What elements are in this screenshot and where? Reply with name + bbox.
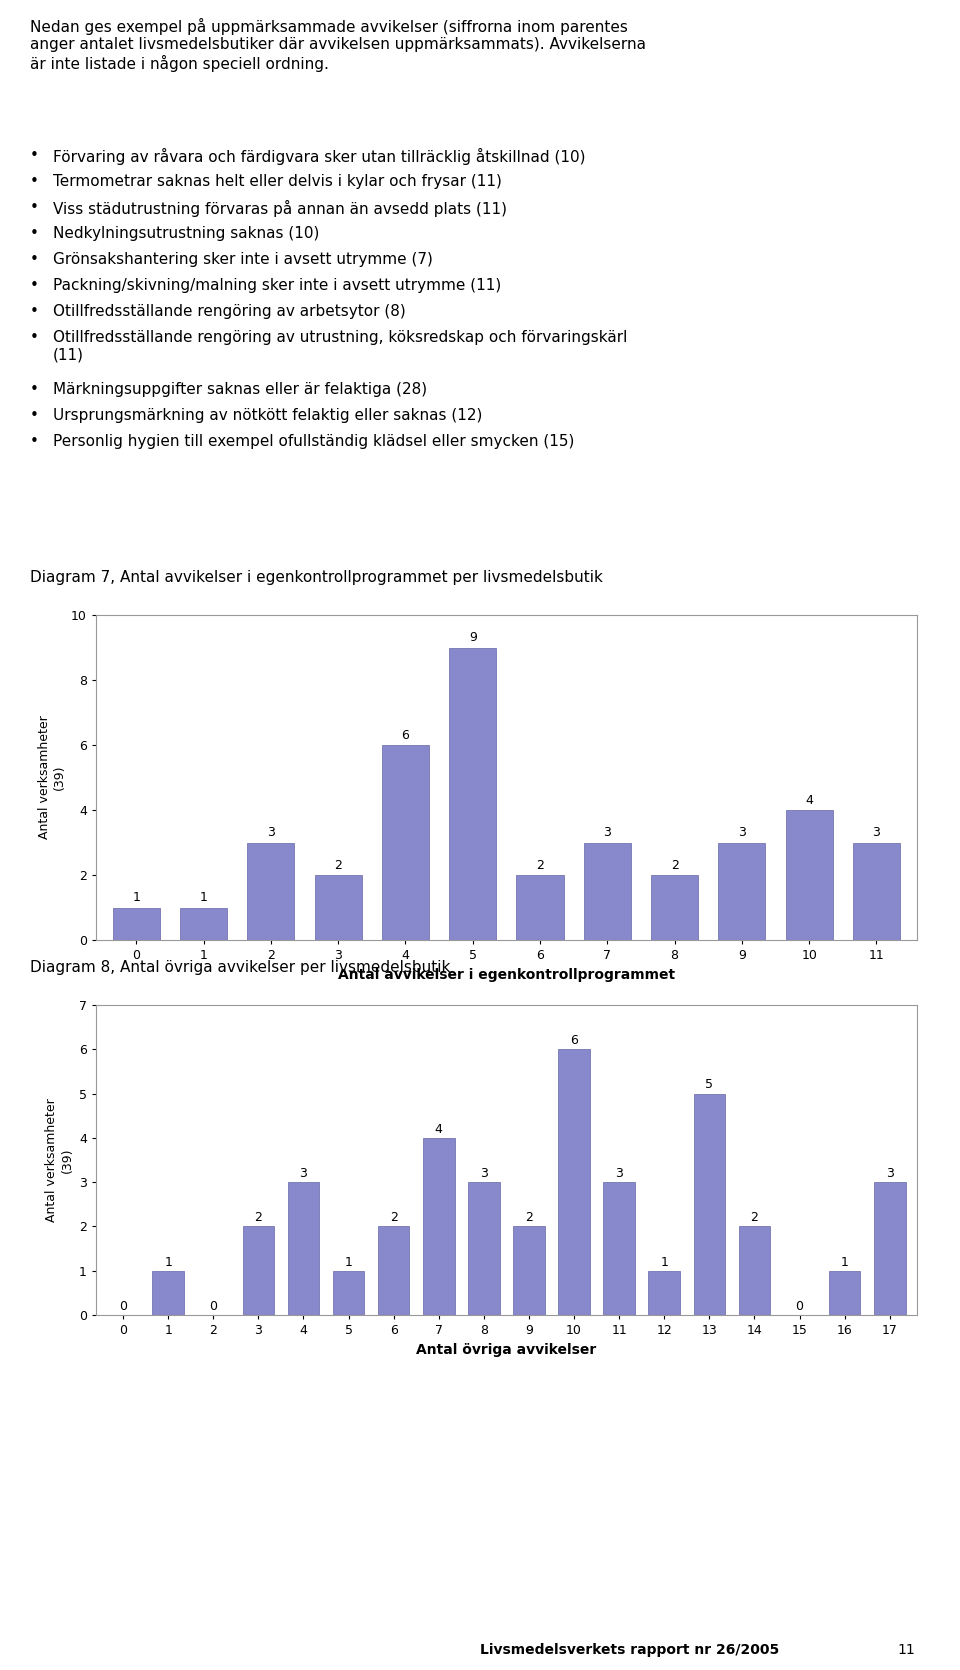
Text: Otillfredsställande rengöring av arbetsytor (8): Otillfredsställande rengöring av arbetsy… — [53, 304, 405, 319]
Bar — [382, 745, 429, 940]
Text: 4: 4 — [435, 1122, 443, 1136]
Bar — [180, 907, 228, 940]
Text: Nedan ges exempel på uppmärksammade avvikelser (siffrorna inom parentes
anger an: Nedan ges exempel på uppmärksammade avvi… — [30, 18, 646, 72]
Text: •: • — [30, 200, 38, 215]
Bar — [468, 1182, 499, 1314]
Text: 3: 3 — [480, 1167, 488, 1181]
Bar — [559, 1049, 589, 1314]
Text: 2: 2 — [671, 858, 679, 872]
Text: Förvaring av råvara och färdigvara sker utan tillräcklig åtskillnad (10): Förvaring av råvara och färdigvara sker … — [53, 149, 586, 165]
Text: •: • — [30, 174, 38, 189]
Text: 2: 2 — [334, 858, 342, 872]
Text: 5: 5 — [706, 1079, 713, 1092]
Bar — [288, 1182, 320, 1314]
Bar — [248, 842, 295, 940]
Text: 1: 1 — [841, 1256, 849, 1269]
Bar — [243, 1226, 275, 1314]
Text: 3: 3 — [604, 827, 612, 840]
Bar — [693, 1094, 725, 1314]
Text: 3: 3 — [873, 827, 880, 840]
Bar — [648, 1271, 680, 1314]
Text: 11: 11 — [898, 1643, 915, 1657]
Text: Packning/skivning/malning sker inte i avsett utrymme (11): Packning/skivning/malning sker inte i av… — [53, 277, 501, 292]
Bar — [852, 842, 900, 940]
Text: 4: 4 — [805, 793, 813, 807]
Text: •: • — [30, 331, 38, 346]
Text: 2: 2 — [536, 858, 544, 872]
Bar — [718, 842, 765, 940]
Text: 6: 6 — [570, 1034, 578, 1047]
Text: •: • — [30, 252, 38, 267]
Bar — [423, 1137, 454, 1314]
Text: 1: 1 — [132, 892, 140, 903]
Bar — [516, 875, 564, 940]
Bar — [874, 1182, 905, 1314]
Text: •: • — [30, 277, 38, 292]
Y-axis label: Antal verksamheter
(39): Antal verksamheter (39) — [37, 716, 65, 840]
Text: •: • — [30, 304, 38, 319]
Bar — [333, 1271, 365, 1314]
Text: 0: 0 — [119, 1299, 127, 1313]
Text: Termometrar saknas helt eller delvis i kylar och frysar (11): Termometrar saknas helt eller delvis i k… — [53, 174, 502, 189]
Text: 3: 3 — [300, 1167, 307, 1181]
Bar — [785, 810, 832, 940]
Bar — [449, 648, 496, 940]
Text: 3: 3 — [615, 1167, 623, 1181]
Y-axis label: Antal verksamheter
(39): Antal verksamheter (39) — [45, 1099, 73, 1222]
Text: 2: 2 — [390, 1211, 397, 1224]
Text: Personlig hygien till exempel ofullständig klädsel eller smycken (15): Personlig hygien till exempel ofullständ… — [53, 434, 574, 449]
Bar — [514, 1226, 544, 1314]
Bar — [738, 1226, 770, 1314]
Text: 0: 0 — [209, 1299, 217, 1313]
Text: 2: 2 — [254, 1211, 262, 1224]
Text: Viss städutrustning förvaras på annan än avsedd plats (11): Viss städutrustning förvaras på annan än… — [53, 200, 507, 217]
Bar — [315, 875, 362, 940]
Text: 2: 2 — [751, 1211, 758, 1224]
Text: Livsmedelsverkets rapport nr 26/2005: Livsmedelsverkets rapport nr 26/2005 — [480, 1643, 780, 1657]
Text: •: • — [30, 434, 38, 449]
Bar — [651, 875, 698, 940]
Text: 0: 0 — [796, 1299, 804, 1313]
Text: Nedkylningsutrustning saknas (10): Nedkylningsutrustning saknas (10) — [53, 225, 319, 240]
Text: •: • — [30, 149, 38, 164]
Text: 3: 3 — [738, 827, 746, 840]
X-axis label: Antal avvikelser i egenkontrollprogrammet: Antal avvikelser i egenkontrollprogramme… — [338, 967, 675, 982]
Text: 3: 3 — [267, 827, 275, 840]
Bar — [584, 842, 631, 940]
Text: 2: 2 — [525, 1211, 533, 1224]
Text: 3: 3 — [886, 1167, 894, 1181]
Text: •: • — [30, 225, 38, 240]
Text: 1: 1 — [345, 1256, 352, 1269]
Bar — [604, 1182, 635, 1314]
Bar — [113, 907, 160, 940]
Bar — [153, 1271, 184, 1314]
Text: Grönsakshantering sker inte i avsett utrymme (7): Grönsakshantering sker inte i avsett utr… — [53, 252, 433, 267]
Text: 1: 1 — [660, 1256, 668, 1269]
X-axis label: Antal övriga avvikelser: Antal övriga avvikelser — [417, 1343, 596, 1356]
Text: 1: 1 — [200, 892, 207, 903]
Bar — [378, 1226, 409, 1314]
Text: Otillfredsställande rengöring av utrustning, köksredskap och förvaringskärl
(11): Otillfredsställande rengöring av utrustn… — [53, 331, 627, 362]
Bar — [828, 1271, 860, 1314]
Text: 6: 6 — [401, 728, 409, 741]
Text: 9: 9 — [468, 631, 477, 645]
Text: Diagram 8, Antal övriga avvikelser per livsmedelsbutik: Diagram 8, Antal övriga avvikelser per l… — [30, 960, 450, 975]
Text: •: • — [30, 382, 38, 397]
Text: 1: 1 — [164, 1256, 172, 1269]
Text: Ursprungsmärkning av nötkött felaktig eller saknas (12): Ursprungsmärkning av nötkött felaktig el… — [53, 407, 482, 423]
Text: Märkningsuppgifter saknas eller är felaktiga (28): Märkningsuppgifter saknas eller är felak… — [53, 382, 427, 397]
Text: •: • — [30, 407, 38, 423]
Text: Diagram 7, Antal avvikelser i egenkontrollprogrammet per livsmedelsbutik: Diagram 7, Antal avvikelser i egenkontro… — [30, 569, 603, 584]
